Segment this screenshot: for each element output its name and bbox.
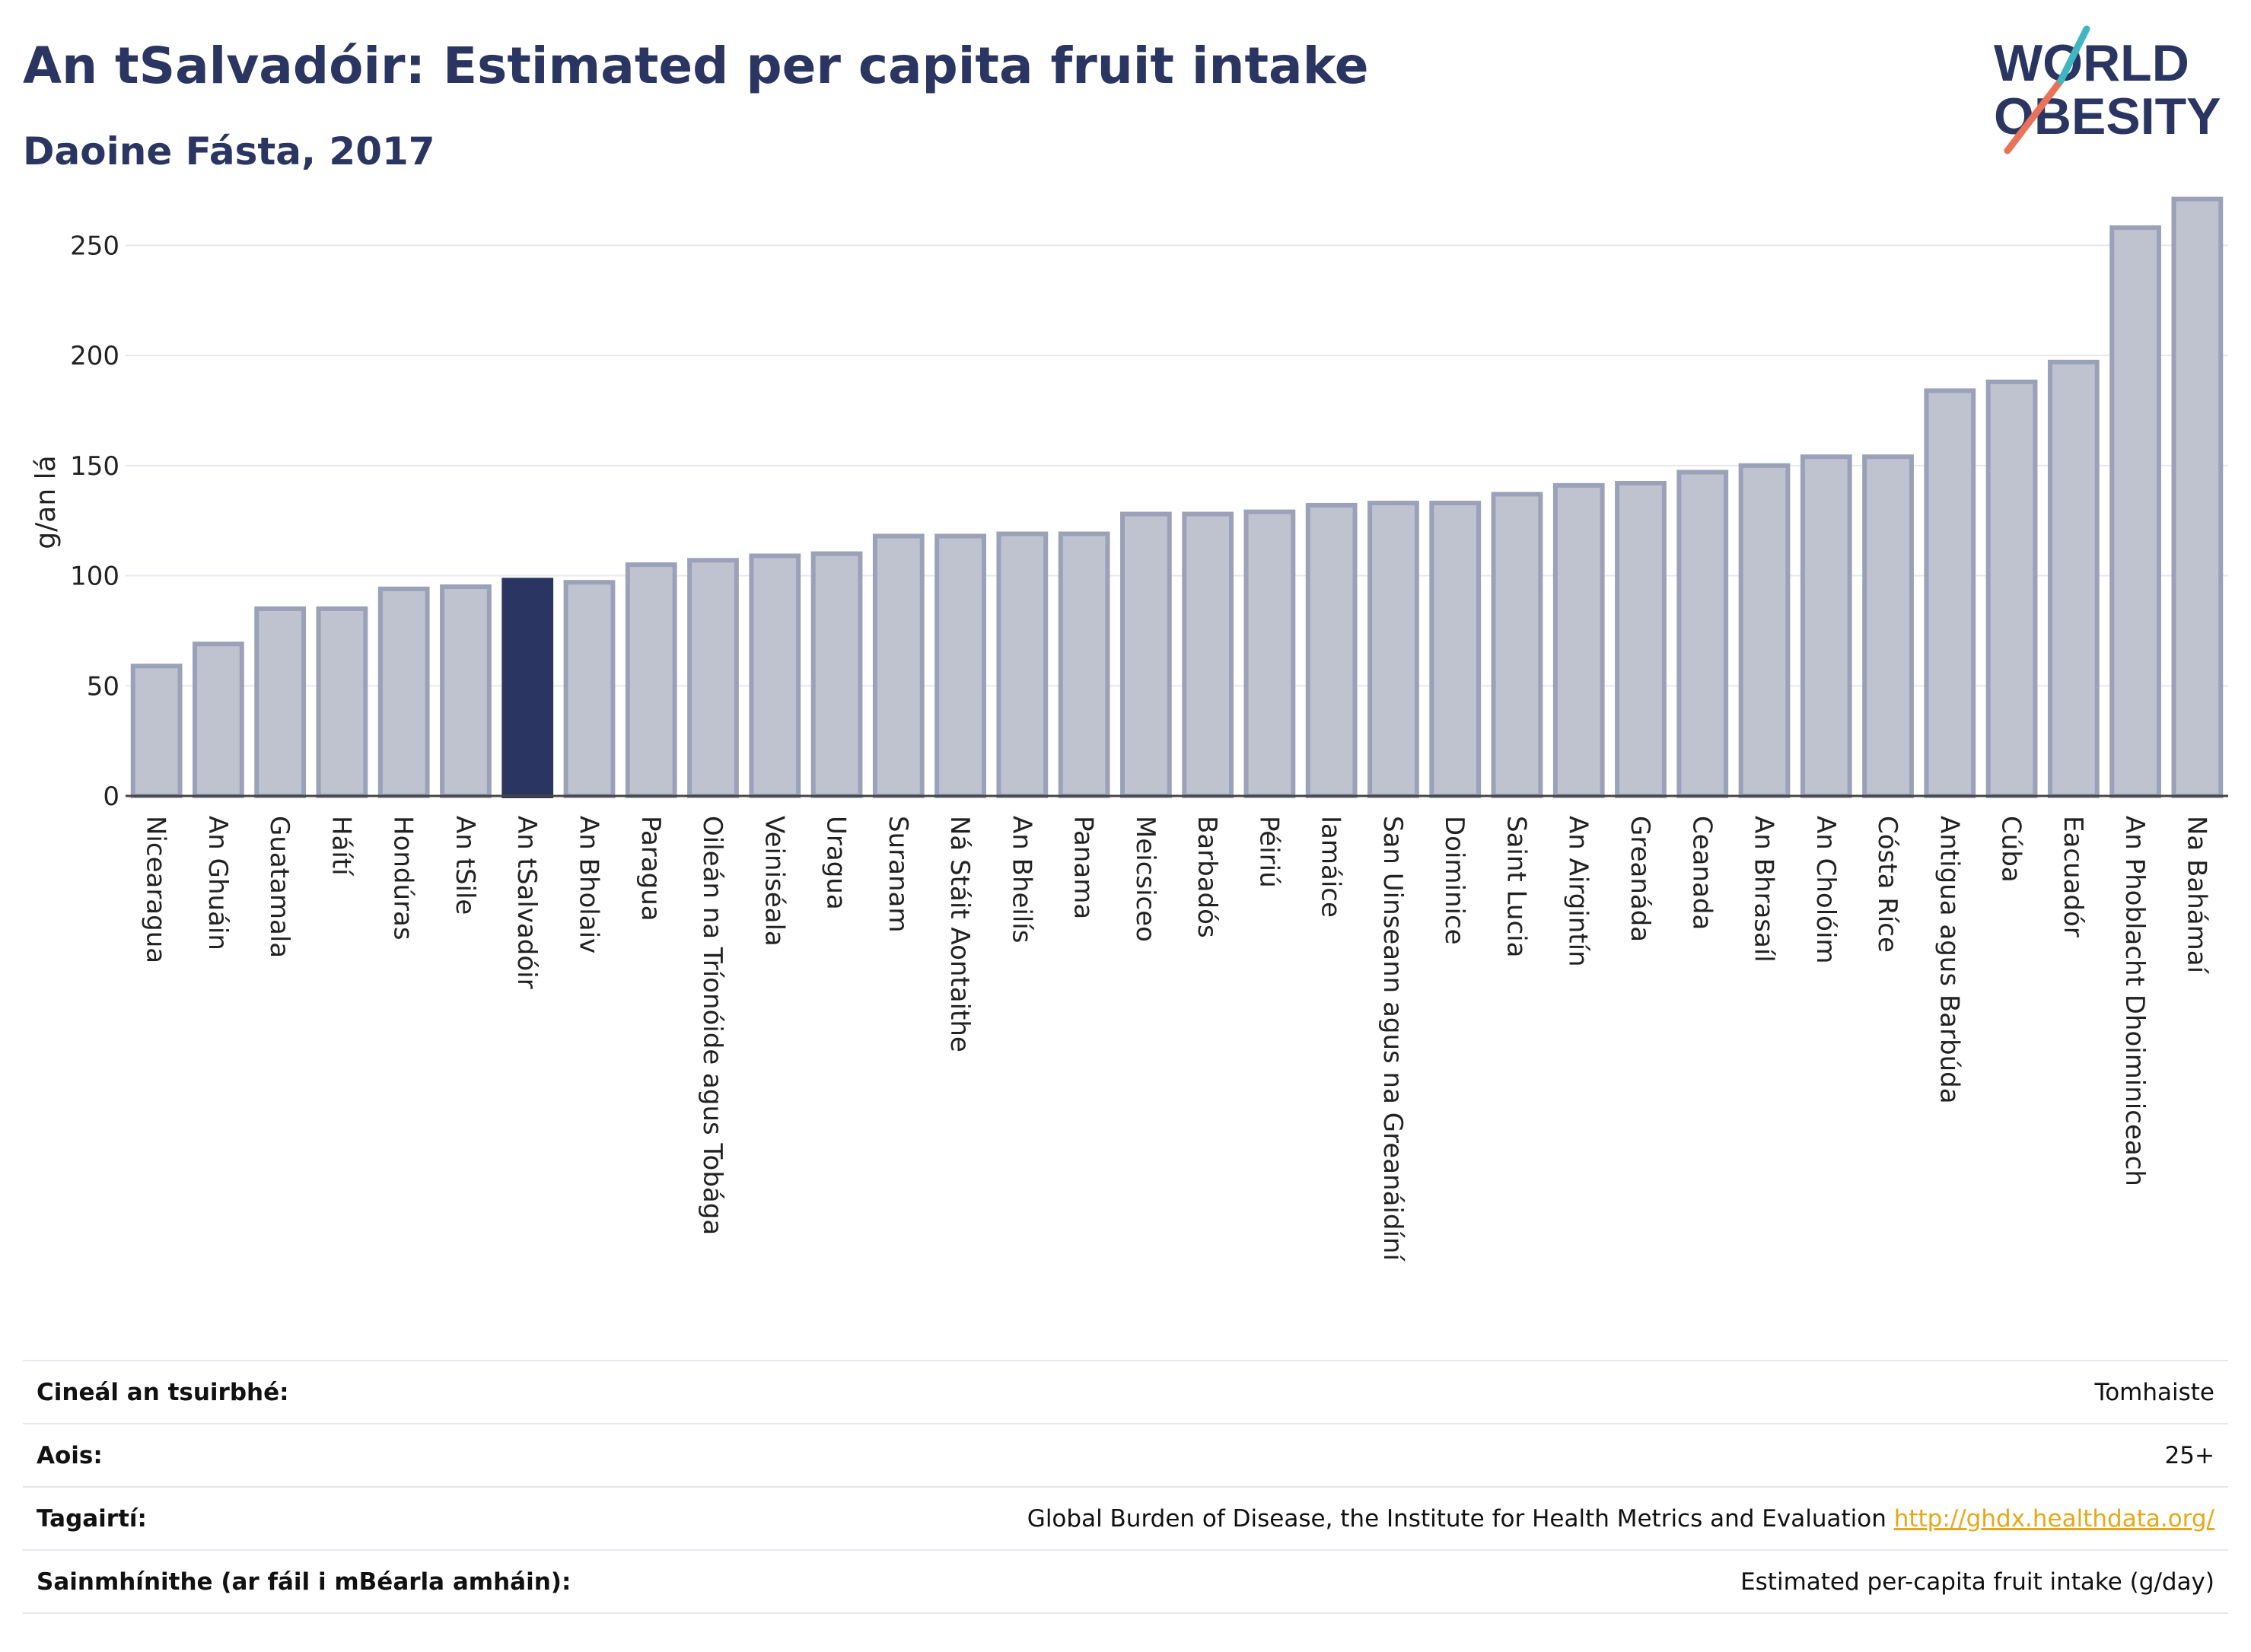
- category-label: San Uinseann agus na Greanáidíní: [1377, 816, 1408, 1262]
- bar[interactable]: [625, 562, 677, 799]
- category-label: Doiminice: [1439, 816, 1469, 945]
- bar[interactable]: [440, 584, 492, 798]
- bar[interactable]: [810, 551, 863, 798]
- category-label: Guatamala: [264, 816, 295, 958]
- category-label: Antigua agus Barbúda: [1934, 816, 1964, 1104]
- logo-slash-teal: [2057, 25, 2090, 84]
- info-row-references: Tagairtí: Global Burden of Disease, the …: [23, 1487, 2228, 1550]
- category-label: Suranam: [883, 816, 913, 932]
- category-label: Paragua: [635, 816, 666, 921]
- bar[interactable]: [1924, 388, 1976, 798]
- bar[interactable]: [687, 558, 739, 798]
- category-label: Péiriú: [1253, 816, 1284, 888]
- bar[interactable]: [872, 533, 925, 799]
- category-label: Cósta Ríce: [1872, 816, 1902, 953]
- category-label: An Cholóim: [1810, 816, 1841, 964]
- category-label: Barbadós: [1192, 816, 1222, 938]
- category-label: An Bhrasaíl: [1749, 816, 1779, 963]
- info-row-age: Aois: 25+: [23, 1424, 2228, 1487]
- category-label: Eacuadór: [2058, 816, 2088, 937]
- y-tick-label: 200: [70, 341, 119, 371]
- category-label: Ná Stáit Aontaithe: [944, 816, 975, 1052]
- category-label: An Bheilís: [1006, 816, 1036, 943]
- category-label: Na Bahámaí: [2181, 816, 2211, 975]
- bar[interactable]: [1491, 492, 1543, 798]
- bar[interactable]: [1119, 511, 1172, 798]
- info-value: 25+: [2164, 1441, 2214, 1469]
- y-tick-label: 0: [103, 781, 119, 812]
- category-label: Uragua: [821, 816, 852, 910]
- bar[interactable]: [254, 606, 307, 798]
- category-label: Iamáice: [1316, 816, 1346, 918]
- bar[interactable]: [1738, 463, 1791, 798]
- bar-chart: 0 50 100 150 200 250 Nicearagua An Ghuáin Guata…: [30, 196, 2228, 1262]
- bar[interactable]: [1985, 379, 2038, 798]
- bar[interactable]: [1615, 480, 1667, 798]
- category-label: Oileán na Tríonóide agus Tobága: [697, 816, 728, 1235]
- bar[interactable]: [316, 606, 368, 798]
- y-tick-label: 250: [70, 231, 119, 261]
- bar[interactable]: [193, 641, 244, 798]
- bar[interactable]: [749, 553, 801, 799]
- chart-subtitle: Daoine Fásta, 2017: [23, 129, 435, 173]
- bar-highlighted[interactable]: [501, 578, 554, 798]
- info-label: Sainmhínithe (ar fáil i mBéarla amháin):: [37, 1568, 572, 1596]
- info-value: Global Burden of Disease, the Institute …: [1027, 1504, 1886, 1533]
- category-label: Hondúras: [388, 816, 419, 941]
- bar[interactable]: [1058, 531, 1110, 798]
- info-value: Estimated per-capita fruit intake (g/day…: [1740, 1568, 2214, 1596]
- category-labels: Nicearagua An Ghuáin Guatamala Háítí Hondúra…: [141, 816, 2212, 1262]
- bar[interactable]: [2171, 196, 2224, 798]
- y-tick-label: 50: [87, 671, 119, 702]
- info-label: Cineál an tsuirbhé:: [37, 1378, 289, 1406]
- bar[interactable]: [1676, 469, 1729, 798]
- category-label: An Airgintín: [1563, 816, 1594, 967]
- bar[interactable]: [996, 531, 1049, 798]
- info-table: Cineál an tsuirbhé: Tomhaiste Aois: 25+ …: [23, 1360, 2228, 1614]
- chart-title: An tSalvadóir: Estimated per capita frui…: [23, 37, 1369, 95]
- bar[interactable]: [1182, 511, 1234, 798]
- category-label: Nicearagua: [141, 816, 171, 963]
- bar[interactable]: [934, 533, 986, 799]
- category-label: Greanáda: [1625, 816, 1655, 942]
- category-label: Ceanada: [1686, 816, 1717, 930]
- y-axis-title: g/an lá: [30, 455, 62, 549]
- logo-slash-coral: [2004, 77, 2065, 154]
- category-label: An Phoblacht Dhoiminiceach: [2119, 816, 2150, 1186]
- category-label: Cúba: [1996, 816, 2027, 883]
- info-value: Tomhaiste: [2094, 1378, 2214, 1406]
- category-label: An Bholaiv: [573, 816, 603, 953]
- category-label: Panama: [1068, 816, 1099, 919]
- bar[interactable]: [2047, 359, 2100, 798]
- bar[interactable]: [1243, 509, 1296, 798]
- info-label: Aois:: [37, 1441, 103, 1469]
- bar[interactable]: [2109, 225, 2161, 798]
- bar[interactable]: [563, 580, 616, 798]
- info-row-survey-type: Cineál an tsuirbhé: Tomhaiste: [23, 1361, 2228, 1424]
- bar[interactable]: [1552, 482, 1605, 798]
- bar[interactable]: [377, 586, 430, 798]
- world-obesity-logo: WORLD OBESITY: [1994, 25, 2221, 154]
- category-label: Saint Lucia: [1501, 816, 1531, 957]
- category-label: Veiniséala: [759, 816, 789, 947]
- bar[interactable]: [1862, 454, 1914, 798]
- category-label: Háítí: [326, 816, 356, 877]
- y-tick-label: 150: [70, 451, 119, 482]
- category-label: An tSalvadóir: [511, 816, 542, 989]
- info-label: Tagairtí:: [37, 1504, 147, 1533]
- bars: [130, 196, 2224, 799]
- bar[interactable]: [130, 664, 183, 798]
- category-label: An Ghuáin: [202, 816, 233, 950]
- bar[interactable]: [1367, 501, 1419, 798]
- logo-line1: WORLD: [1994, 34, 2189, 92]
- bar[interactable]: [1429, 501, 1482, 798]
- category-label: Meicsiceo: [1130, 816, 1161, 942]
- category-label: An tSile: [450, 816, 480, 915]
- info-row-definitions: Sainmhínithe (ar fáil i mBéarla amháin):…: [23, 1550, 2228, 1613]
- y-tick-label: 100: [70, 562, 119, 592]
- y-tick-labels: 0 50 100 150 200 250: [70, 231, 119, 812]
- reference-link[interactable]: http://ghdx.healthdata.org/: [1893, 1504, 2214, 1533]
- bar[interactable]: [1305, 502, 1358, 798]
- bar[interactable]: [1800, 454, 1852, 798]
